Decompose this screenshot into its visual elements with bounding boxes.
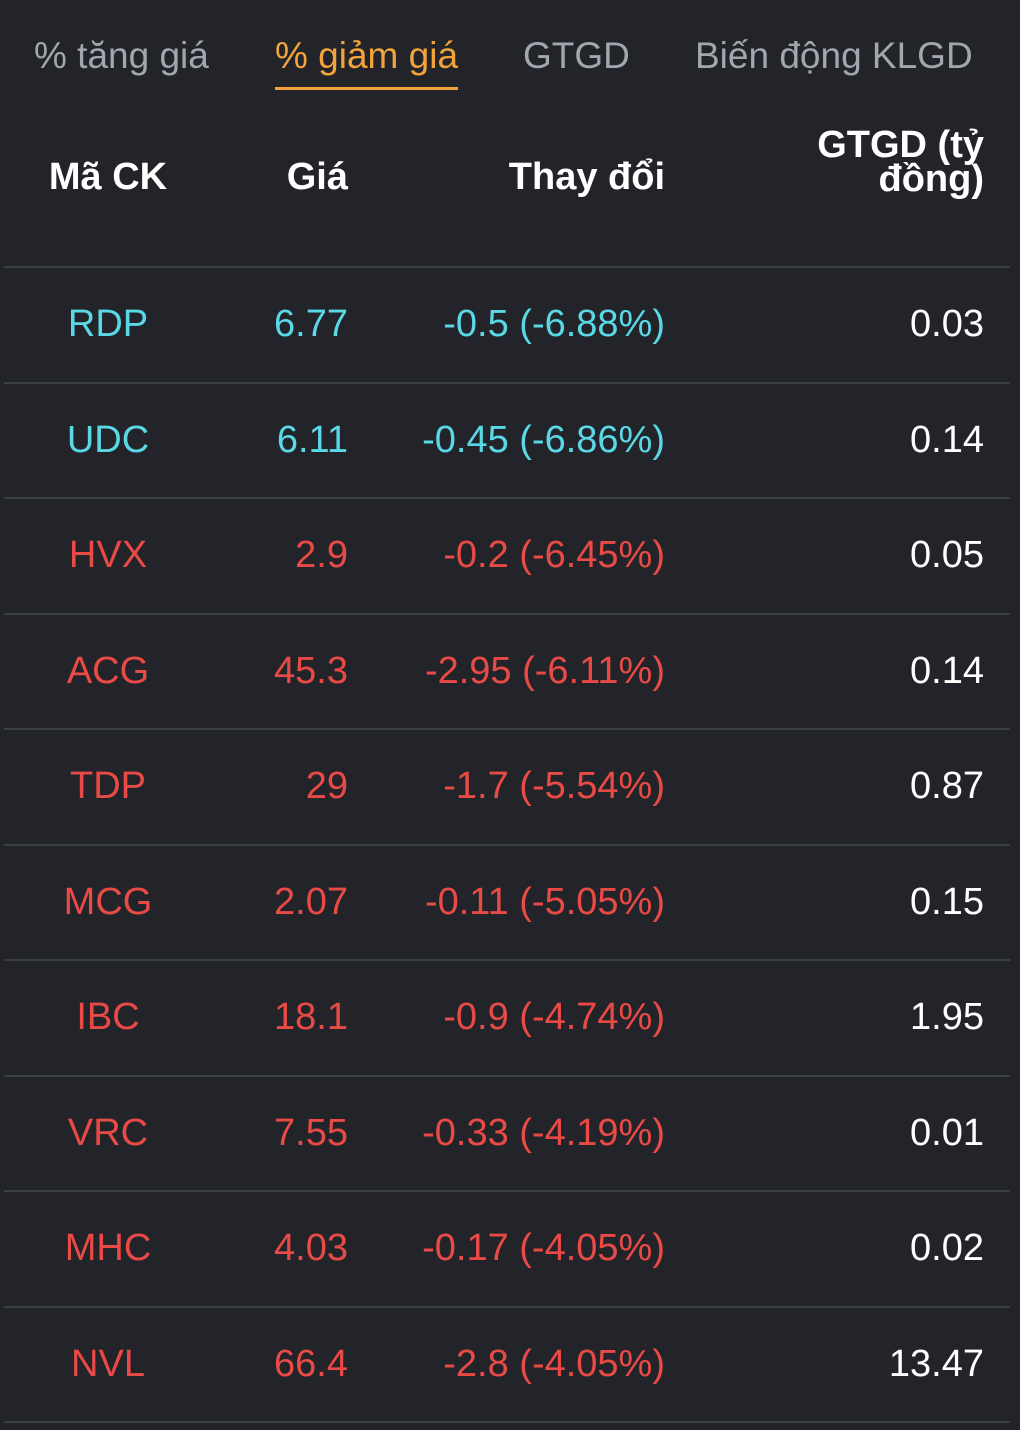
stock-code: MCG	[63, 880, 153, 923]
stock-price: 18.1	[274, 996, 348, 1038]
header-trading-value-line1: GTGD (tỷ	[817, 124, 984, 166]
tab-top-losers[interactable]: % giảm giá	[275, 35, 459, 90]
header-trading-value-line2: đồng)	[878, 158, 984, 200]
stock-change: -0.9 (-4.74%)	[443, 996, 665, 1038]
stock-price: 2.9	[295, 534, 348, 576]
stock-code: RDP	[67, 303, 149, 345]
table-row[interactable]: ACG 45.3 -2.95 (-6.11%) 0.14	[4, 615, 1010, 730]
tab-bar: % tăng giá % giảm giá GTGD Biến động KLG…	[0, 0, 1020, 100]
stock-price: 29	[305, 765, 348, 807]
stock-change: -0.33 (-4.19%)	[422, 1111, 665, 1154]
table-row[interactable]: UDC 6.11 -0.45 (-6.86%) 0.14	[4, 384, 1010, 499]
table-row[interactable]: IBC 18.1 -0.9 (-4.74%) 1.95	[4, 961, 1010, 1077]
stock-price: 7.55	[274, 1111, 348, 1154]
table-row[interactable]: VRC 7.55 -0.33 (-4.19%) 0.01	[4, 1077, 1010, 1192]
header-price[interactable]: Giá	[286, 156, 348, 198]
stock-change: -0.5 (-6.88%)	[443, 303, 665, 345]
stock-trading-value: 0.14	[910, 649, 984, 692]
header-trading-value[interactable]: GTGD (tỷ đồng)	[784, 124, 984, 200]
stock-trading-value: 0.01	[910, 1111, 984, 1154]
stock-code: TDP	[70, 765, 146, 807]
stock-price: 45.3	[274, 649, 348, 692]
table-row[interactable]: MCG 2.07 -0.11 (-5.05%) 0.15	[4, 846, 1010, 961]
header-code[interactable]: Mã CK	[48, 156, 168, 198]
stock-change: -2.95 (-6.11%)	[424, 649, 665, 692]
stock-code: IBC	[76, 996, 140, 1038]
stock-change: -0.17 (-4.05%)	[422, 1227, 665, 1269]
stock-trading-value: 1.95	[910, 996, 984, 1038]
stock-trading-value: 13.47	[888, 1342, 984, 1385]
stock-code: MHC	[64, 1227, 152, 1269]
table-row[interactable]: HVX 2.9 -0.2 (-6.45%) 0.05	[4, 499, 1010, 615]
stock-code: VRC	[67, 1111, 149, 1154]
stock-code: ACG	[66, 649, 150, 692]
stock-change: -2.8 (-4.05%)	[443, 1342, 665, 1385]
tab-top-gainers[interactable]: % tăng giá	[34, 35, 209, 76]
stock-trading-value: 0.03	[910, 303, 984, 345]
stock-trading-value: 0.05	[910, 534, 984, 576]
stock-price: 4.03	[274, 1227, 348, 1269]
table-body: RDP 6.77 -0.5 (-6.88%) 0.03 UDC 6.11 -0.45 (-6…	[4, 268, 1010, 1423]
stock-code: HVX	[68, 534, 148, 576]
stock-change: -0.2 (-6.45%)	[443, 534, 665, 576]
tab-trading-value[interactable]: GTGD	[523, 35, 630, 76]
stock-price: 6.77	[274, 303, 348, 345]
stock-code: UDC	[66, 418, 150, 461]
stock-change: -1.7 (-5.54%)	[443, 765, 665, 807]
stock-change: -0.45 (-6.86%)	[422, 418, 665, 461]
table-row[interactable]: MHC 4.03 -0.17 (-4.05%) 0.02	[4, 1192, 1010, 1308]
table-row[interactable]: TDP 29 -1.7 (-5.54%) 0.87	[4, 730, 1010, 846]
stock-trading-value: 0.87	[910, 765, 984, 807]
stock-trading-value: 0.15	[910, 880, 984, 923]
stock-price: 2.07	[274, 880, 348, 923]
tab-volume-change[interactable]: Biến động KLGD	[695, 35, 973, 76]
stock-price: 6.11	[276, 418, 348, 461]
header-change[interactable]: Thay đổi	[508, 156, 665, 198]
stock-trading-value: 0.14	[910, 418, 984, 461]
stock-table: Mã CK Giá Thay đổi GTGD (tỷ đồng) RDP 6.7…	[4, 110, 1010, 1423]
table-header: Mã CK Giá Thay đổi GTGD (tỷ đồng)	[4, 110, 1010, 268]
table-row[interactable]: NVL 66.4 -2.8 (-4.05%) 13.47	[4, 1308, 1010, 1423]
stock-code: NVL	[71, 1342, 145, 1385]
stock-trading-value: 0.02	[910, 1227, 984, 1269]
table-row[interactable]: RDP 6.77 -0.5 (-6.88%) 0.03	[4, 268, 1010, 384]
stock-change: -0.11 (-5.05%)	[424, 880, 665, 923]
stock-price: 66.4	[274, 1342, 348, 1385]
